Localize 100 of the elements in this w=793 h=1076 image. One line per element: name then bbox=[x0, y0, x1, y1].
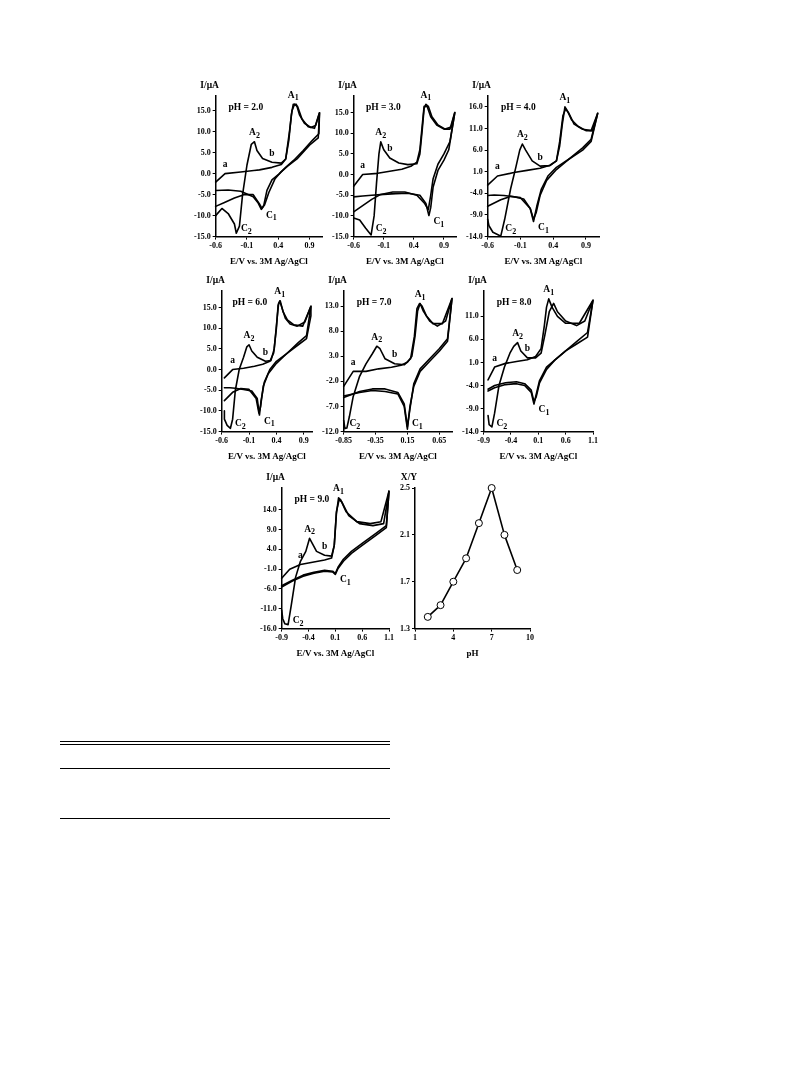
x-axis-title: E/V vs. 3M Ag/AgCl bbox=[358, 450, 438, 461]
x-tick-label: 0.65 bbox=[432, 436, 447, 446]
y-tick-label: -10.0 bbox=[199, 405, 217, 415]
annotation: b bbox=[387, 143, 393, 154]
y-tick-label: 1.7 bbox=[400, 576, 410, 586]
y-tick-label: 1.3 bbox=[400, 623, 410, 633]
y-tick-label: 5.0 bbox=[206, 343, 217, 353]
annotation: b bbox=[524, 343, 531, 354]
annotation: a bbox=[492, 352, 498, 363]
x-tick-label: 4 bbox=[451, 633, 456, 643]
annotation: b bbox=[269, 147, 275, 158]
y-tick-label: -14.0 bbox=[465, 231, 483, 241]
x-tick-label: 0.9 bbox=[298, 436, 309, 446]
x-axis-title: E/V vs. 3M Ag/AgCl bbox=[227, 450, 307, 461]
x-tick-label: 0.15 bbox=[400, 436, 415, 446]
y-tick-label: -9.0 bbox=[465, 403, 479, 413]
x-axis-title: E/V vs. 3M Ag/AgCl bbox=[365, 255, 445, 266]
y-tick-label: 4.0 bbox=[266, 544, 277, 554]
y-tick-label: -11.0 bbox=[260, 603, 277, 613]
annotation: a bbox=[495, 161, 501, 172]
y-tick-label: -14.0 bbox=[461, 426, 479, 436]
y-tick-label: 15.0 bbox=[202, 302, 217, 312]
x-tick-label: 0.1 bbox=[330, 633, 341, 643]
annotation: b bbox=[262, 346, 269, 357]
y-tick-label: -5.0 bbox=[335, 190, 349, 200]
annotation: a bbox=[298, 549, 304, 560]
y-tick-label: -4.0 bbox=[465, 380, 479, 390]
y-tick-label: -5.0 bbox=[197, 189, 211, 199]
x-axis-title: E/V vs. 3M Ag/AgCl bbox=[499, 450, 578, 461]
y-tick-label: 13.0 bbox=[324, 301, 339, 311]
annotation: pH = 8.0 bbox=[496, 296, 532, 307]
x-axis-title: E/V vs. 3M Ag/AgCl bbox=[504, 255, 583, 266]
y-tick-label: 6.0 bbox=[472, 145, 483, 155]
x-tick-label: -0.6 bbox=[215, 436, 228, 446]
y-tick-label: 0.0 bbox=[338, 169, 349, 179]
y-tick-label: 0.0 bbox=[206, 364, 217, 374]
annotation: a bbox=[350, 356, 356, 367]
x-tick-label: 0.9 bbox=[438, 241, 449, 251]
y-tick-label: 10.0 bbox=[202, 323, 217, 333]
x-tick-label: -0.1 bbox=[377, 241, 391, 251]
y-axis-title: I/μA bbox=[328, 275, 348, 286]
x-tick-label: 1.1 bbox=[384, 633, 394, 643]
y-tick-label: -2.0 bbox=[325, 376, 339, 386]
y-tick-label: 10.0 bbox=[334, 128, 349, 138]
annotation: a bbox=[360, 160, 366, 171]
x-tick-label: 0.4 bbox=[273, 241, 284, 251]
y-tick-label: -10.0 bbox=[331, 210, 349, 220]
y-tick-label: 16.0 bbox=[468, 101, 483, 111]
x-tick-label: 7 bbox=[489, 633, 494, 643]
x-tick-label: 0.6 bbox=[357, 633, 368, 643]
y-tick-label: 10.0 bbox=[196, 126, 211, 136]
y-tick-label: 0.0 bbox=[200, 168, 211, 178]
y-tick-label: 9.0 bbox=[266, 524, 277, 534]
y-tick-label: -15.0 bbox=[193, 231, 211, 241]
annotation: pH = 4.0 bbox=[501, 101, 536, 112]
x-tick-label: 1 bbox=[413, 633, 417, 643]
y-tick-label: -12.0 bbox=[321, 426, 339, 436]
x-tick-label: 0.9 bbox=[304, 241, 315, 251]
x-tick-label: -0.4 bbox=[302, 633, 315, 643]
y-tick-label: 2.5 bbox=[400, 483, 410, 493]
y-tick-label: 6.0 bbox=[468, 334, 479, 344]
y-tick-label: -4.0 bbox=[469, 188, 483, 198]
y-tick-label: -15.0 bbox=[331, 231, 349, 241]
x-tick-label: -0.6 bbox=[209, 241, 222, 251]
y-tick-label: 3.0 bbox=[328, 351, 339, 361]
annotation: pH = 6.0 bbox=[232, 296, 268, 307]
annotation: b bbox=[321, 540, 328, 551]
annotation: pH = 9.0 bbox=[294, 493, 330, 504]
y-axis-title: X/Y bbox=[400, 472, 418, 483]
x-tick-label: -0.4 bbox=[504, 436, 518, 446]
y-tick-label: 14.0 bbox=[262, 504, 277, 514]
x-axis-title: E/V vs. 3M Ag/AgCl bbox=[229, 255, 309, 266]
x-tick-label: 0.1 bbox=[533, 436, 544, 446]
y-tick-label: 11.0 bbox=[465, 311, 479, 321]
annotation: pH = 3.0 bbox=[365, 101, 401, 112]
x-tick-label: 10 bbox=[526, 633, 534, 643]
y-tick-label: -16.0 bbox=[259, 623, 277, 633]
x-tick-label: 0.4 bbox=[548, 241, 559, 251]
annotation: a bbox=[222, 159, 228, 170]
y-tick-label: -10.0 bbox=[193, 210, 211, 220]
annotation: pH = 7.0 bbox=[356, 296, 392, 307]
x-tick-label: -0.1 bbox=[240, 241, 254, 251]
y-tick-label: -1.0 bbox=[263, 564, 277, 574]
x-tick-label: -0.1 bbox=[514, 241, 527, 251]
x-tick-label: -0.6 bbox=[481, 241, 494, 251]
y-axis-title: I/μA bbox=[472, 80, 492, 91]
y-tick-label: -15.0 bbox=[199, 426, 217, 436]
y-tick-label: -9.0 bbox=[469, 210, 483, 220]
x-tick-label: 1.1 bbox=[588, 436, 598, 446]
annotation: pH = 2.0 bbox=[228, 101, 264, 112]
annotation: b bbox=[392, 349, 398, 360]
y-tick-label: 5.0 bbox=[338, 148, 349, 158]
x-tick-label: 0.6 bbox=[560, 436, 571, 446]
x-axis-title: E/V vs. 3M Ag/AgCl bbox=[296, 647, 375, 658]
x-tick-label: -0.9 bbox=[477, 436, 490, 446]
y-tick-label: 1.0 bbox=[472, 166, 483, 176]
x-tick-label: 0.4 bbox=[408, 241, 419, 251]
y-tick-label: 8.0 bbox=[328, 326, 339, 336]
annotation: b bbox=[537, 151, 543, 162]
x-tick-label: -0.6 bbox=[347, 241, 360, 251]
